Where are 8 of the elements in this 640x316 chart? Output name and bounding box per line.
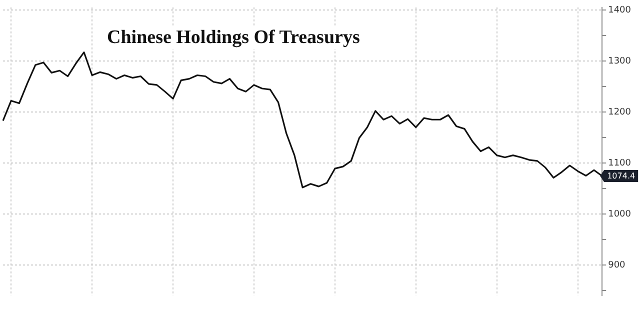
data-label: 1074.4 — [607, 172, 636, 181]
y-tick-label: 1100 — [608, 158, 632, 168]
y-tick-label: 1200 — [608, 107, 632, 118]
y-tick-label: 1400 — [608, 5, 632, 16]
y-tick-label: 900 — [608, 260, 626, 270]
text: Chinese Holdings Of Treasurys — [105, 27, 362, 49]
y-tick-label: 1000 — [608, 209, 632, 220]
y-tick-label: 1300 — [608, 56, 632, 66]
